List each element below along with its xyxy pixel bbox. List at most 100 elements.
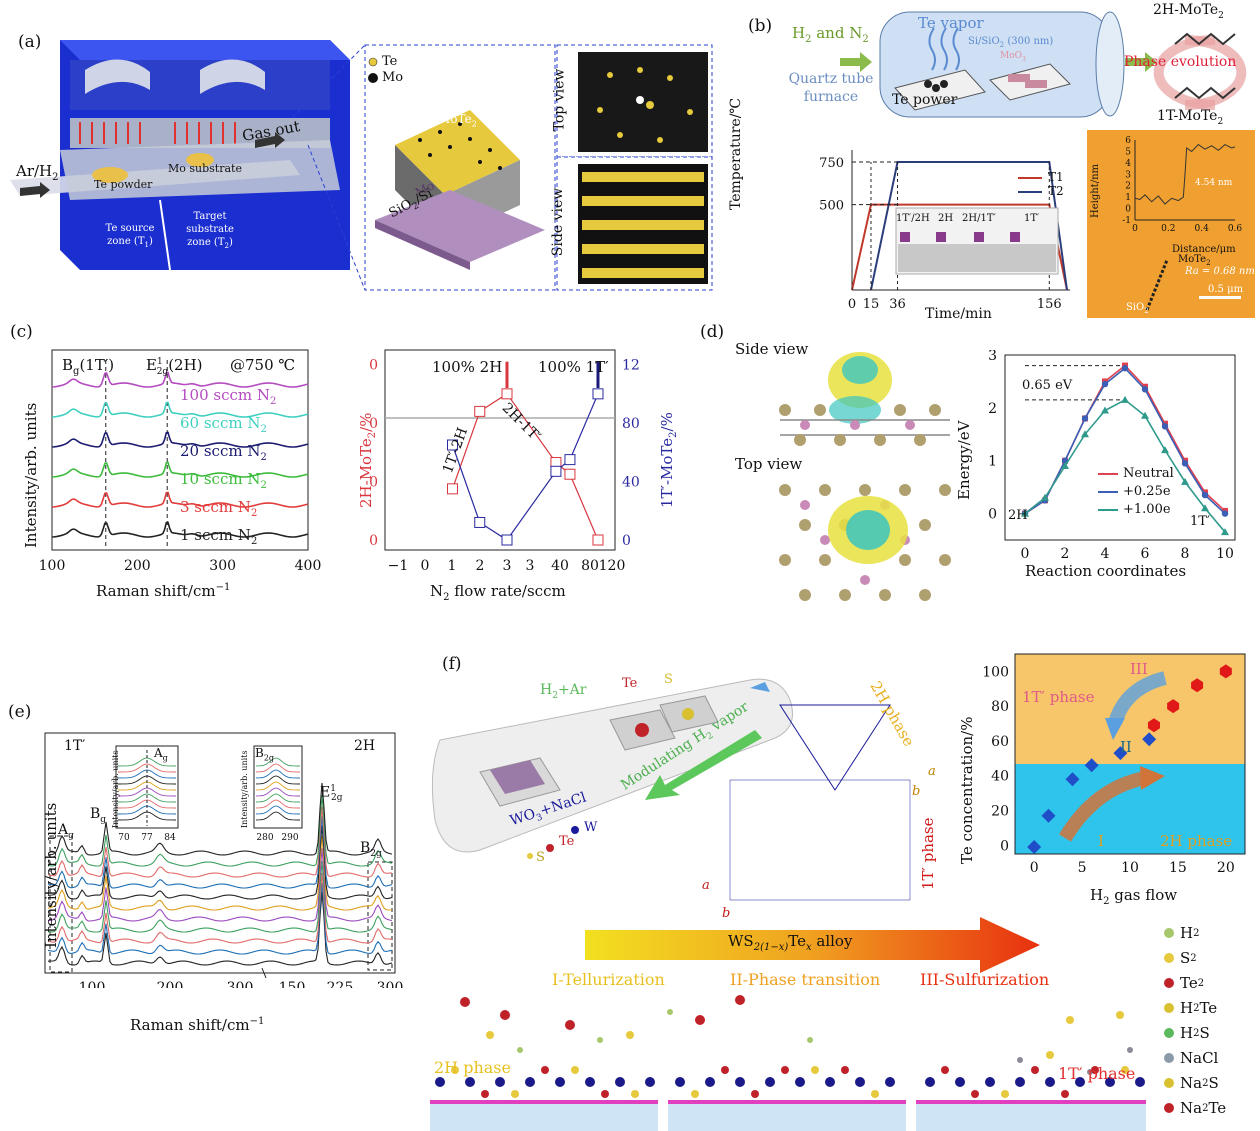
e-axis-break	[261, 967, 267, 979]
molecule-icon	[1164, 928, 1174, 938]
panel-b-inset-label: 1T′/2H	[896, 213, 930, 224]
panel-f-h2ar: H2+Ar	[540, 682, 587, 701]
c-raman-series	[51, 491, 309, 508]
panel-f-process-arrow	[585, 917, 1040, 973]
c-ratio-xtick: 2	[476, 558, 485, 574]
c-ratio-ytick-left: 0	[370, 533, 378, 549]
panel-c-temp: @750 ℃	[230, 356, 296, 374]
f-conc-point-2h	[1065, 772, 1080, 787]
panel-b-inset-label: 2H	[938, 213, 954, 224]
panel-d-barrier: 0.65 eV	[1022, 378, 1073, 393]
panel-e-xlabel: Raman shift/cm−1	[130, 1016, 265, 1034]
b-afm-xtick: 0	[1132, 224, 1138, 234]
f-conc-xtick: 10	[1121, 860, 1139, 876]
c-ratio-xtick: 3	[526, 558, 535, 574]
f-conc-xtick: 0	[1030, 860, 1039, 876]
f-conc-point-2h	[1084, 758, 1099, 773]
panel-b-xlabel: Time/min	[925, 306, 992, 322]
e-raman-series	[47, 891, 393, 966]
f-conc-ytick: 0	[1000, 838, 1009, 854]
d-energy-point	[1041, 493, 1049, 501]
panel-f-tube	[431, 678, 911, 901]
b-temp-xtick: 156	[1037, 297, 1062, 312]
c-ratio-point	[447, 483, 458, 495]
f-conc-point-2h	[1027, 840, 1042, 855]
f-legend-entry: Na 2 S	[1164, 1074, 1219, 1092]
panel-f-region-3: III	[1130, 660, 1148, 678]
panel-f-stage1: I-Tellurization	[552, 970, 665, 989]
f-conc-ytick: 60	[991, 734, 1009, 750]
e-inset2-series	[255, 793, 301, 803]
c-raman-xtick: 100	[40, 558, 65, 574]
f-conc-xtick: 5	[1078, 860, 1087, 876]
panel-d-top-view: Top view	[735, 455, 803, 473]
d-legend-swatch	[1098, 508, 1118, 511]
b-afm-xtick: 0.2	[1161, 224, 1175, 234]
d-energy-ytick: 1	[988, 454, 997, 470]
panel-b-temp-chart: 500 750 0 15 36 156	[819, 150, 1070, 312]
panel-f-layers	[430, 995, 1146, 1131]
panel-b-schematic	[840, 11, 1247, 118]
panel-b-afm: -1 0 1 2 3 4 5 6 0 0.2 0.4 0.6	[1087, 130, 1255, 318]
f-legend-entry: Na 2 Te	[1164, 1099, 1226, 1117]
c-ratio-point	[501, 388, 513, 400]
panel-f-stage2: II-Phase transition	[730, 970, 881, 989]
molecule-icon	[1164, 978, 1174, 988]
d-energy-ytick: 0	[988, 507, 997, 523]
e-raman-series	[47, 848, 393, 922]
d-energy-point	[1201, 491, 1209, 499]
c-ratio-series-2H-MoTe2	[451, 393, 599, 541]
e-raman-xtick: 100	[79, 980, 106, 988]
e-inset2-xtick: 290	[281, 833, 298, 843]
f-legend-label: H	[1180, 1024, 1194, 1042]
molecule-icon	[1164, 1103, 1174, 1113]
d-energy-point	[1161, 446, 1169, 454]
d-energy-point	[1141, 411, 1149, 419]
e-inset1-series	[117, 793, 177, 803]
panel-f-te: Te	[622, 676, 638, 691]
f-conc-point-1t	[1167, 699, 1180, 714]
panel-a-zone1: Te source zone (T1)	[105, 223, 155, 249]
d-energy-ytick: 2	[988, 401, 997, 417]
panel-e-inset2-ylabel: Intensity/arb. units	[240, 750, 249, 829]
e-inset2-series	[255, 811, 301, 821]
b-afm-ytick: 5	[1125, 147, 1131, 157]
c-raman-series	[51, 521, 309, 538]
b-afm-line	[1134, 143, 1236, 205]
d-energy-xtick: 0	[1021, 546, 1030, 562]
panel-e-raman: 100 200 300 150 225 300 70 77 84 280 290	[44, 732, 403, 988]
f-legend-entry: H 2 Te	[1164, 999, 1217, 1017]
e-raman-series	[47, 825, 393, 900]
panel-a-legend-te: Te	[382, 54, 398, 69]
e-raman-xtick: 200	[157, 980, 184, 988]
c-raman-series	[51, 461, 309, 478]
c-ratio-xtick: 1	[448, 558, 457, 574]
c-raman-series	[51, 401, 309, 418]
e-inset1-series	[117, 757, 177, 767]
e-inset2-series	[255, 799, 301, 809]
e-raman-xtick: 300	[227, 980, 254, 988]
c-ratio-ytick-left: 80	[370, 416, 378, 432]
panel-d-side-view: Side view	[735, 340, 809, 358]
c-ratio-point	[592, 388, 604, 400]
panel-b-phase-1t: 1T-MoTe2	[1157, 108, 1224, 127]
b-afm-xtick: 0.6	[1228, 224, 1243, 234]
c-raman-xtick: 300	[209, 558, 236, 574]
panel-b-afm-sio2: SiO2	[1126, 302, 1149, 315]
panel-f-region-1: I	[1098, 832, 1104, 850]
c-ratio-xtick: 120	[599, 558, 626, 574]
panel-a-legend-mo: Mo	[382, 70, 404, 85]
c-ratio-xtick: 40	[551, 558, 569, 574]
e-inset2-series	[255, 787, 301, 797]
panel-e-peak-e: E12g	[320, 784, 343, 804]
f-conc-ytick: 80	[991, 699, 1009, 715]
d-legend-swatch	[1098, 472, 1118, 475]
panel-a-mo-substrate: Mo substrate	[168, 162, 242, 175]
f-conc-xtick: 15	[1169, 860, 1187, 876]
e-inset1-xtick: 70	[118, 833, 130, 843]
panel-e-peak-ag: Ag	[58, 822, 74, 841]
e-inset1-xtick: 77	[141, 833, 153, 843]
panel-c-r-ylabel-left: 2H-MoTe2/%	[357, 412, 378, 509]
f-legend-label: Na	[1180, 1074, 1203, 1092]
b-temp-ytick: 750	[819, 156, 844, 171]
